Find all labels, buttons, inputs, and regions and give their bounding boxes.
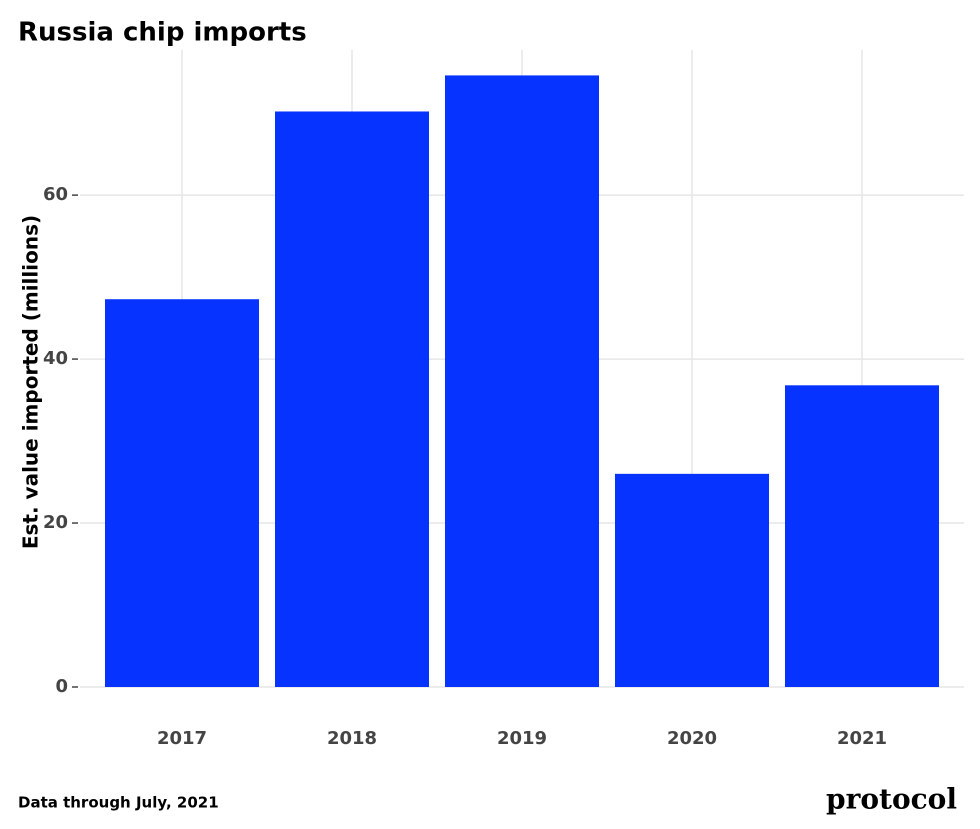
x-tick-label: 2017 [157, 728, 207, 749]
y-tick-label: 40 [43, 348, 68, 369]
bar [785, 385, 939, 687]
y-tick-label: 20 [43, 512, 68, 533]
y-tick-label: 0 [55, 676, 68, 697]
bar [275, 111, 429, 687]
logo: protocol [826, 783, 957, 816]
x-tick-label: 2020 [667, 728, 717, 749]
y-axis-label: Est. value imported (millions) [19, 215, 43, 549]
caption: Data through July, 2021 [18, 794, 219, 812]
bar [105, 299, 259, 687]
x-tick-label: 2021 [837, 728, 887, 749]
x-tick-label: 2019 [497, 728, 547, 749]
chart-title: Russia chip imports [18, 18, 307, 48]
x-tick-label: 2018 [327, 728, 377, 749]
bar [445, 75, 599, 687]
y-tick-label: 60 [43, 184, 68, 205]
bar [615, 473, 769, 687]
